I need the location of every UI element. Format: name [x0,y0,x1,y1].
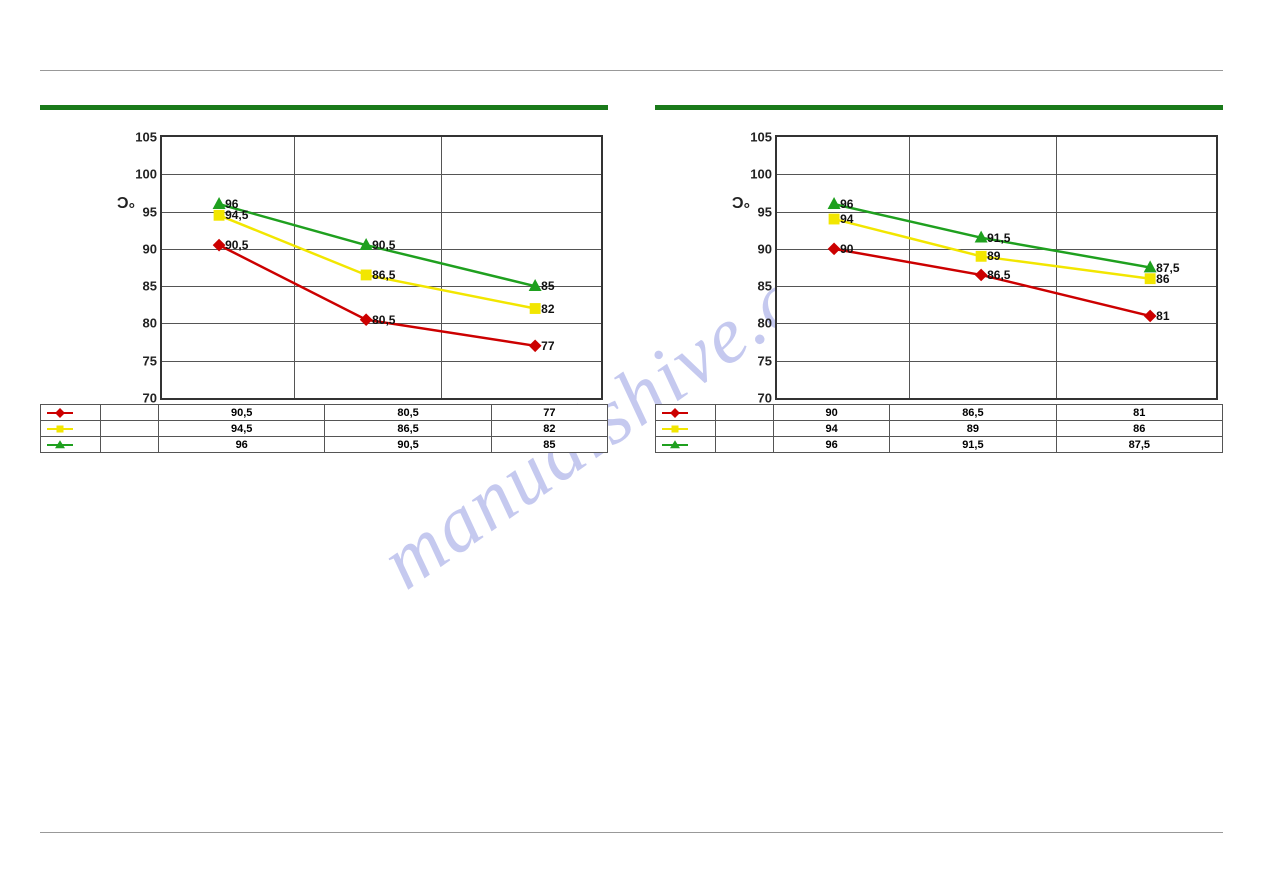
data-point-label: 80,5 [372,313,395,327]
table-cell: 94,5 [159,421,325,437]
left-column: °C 70758085909510010590,580,57794,586,58… [40,105,608,453]
chart-right: °C 7075808590951001059086,5819489869691,… [775,135,1218,400]
y-tick-label: 75 [122,353,157,368]
page-top-rule [40,70,1223,71]
table-row: 9086,581 [656,405,1223,421]
legend-line-icon [662,444,688,446]
data-table-left: 90,580,57794,586,5829690,585 [40,404,608,453]
table-cell: 94 [774,421,890,437]
table-cell: 77 [491,405,607,421]
legend-cell [656,405,716,421]
table-cell: 90,5 [325,437,491,453]
legend-line-icon [47,444,73,446]
table-cell: 80,5 [325,405,491,421]
table-row: 948986 [656,421,1223,437]
y-tick-label: 80 [737,316,772,331]
table-cell-blank [716,405,774,421]
data-table-right: 9086,5819489869691,587,5 [655,404,1223,453]
table-cell: 90 [774,405,890,421]
right-column: °C 7075808590951001059086,5819489869691,… [655,105,1223,453]
legend-cell [41,421,101,437]
y-tick-label: 95 [737,204,772,219]
table-cell-blank [716,437,774,453]
legend-line-icon [47,412,73,414]
legend-cell [41,405,101,421]
table-cell: 91,5 [890,437,1056,453]
table-cell: 96 [159,437,325,453]
table-cell: 86,5 [325,421,491,437]
y-tick-label: 85 [737,279,772,294]
y-tick-label: 90 [122,241,157,256]
y-tick-label: 70 [737,391,772,406]
y-tick-label: 105 [122,130,157,145]
data-point-label: 89 [987,249,1000,263]
y-tick-label: 75 [737,353,772,368]
y-tick-label: 95 [122,204,157,219]
data-point-label: 87,5 [1156,261,1179,275]
y-tick-label: 90 [737,241,772,256]
data-point-label: 86,5 [372,268,395,282]
data-point-label: 94 [840,212,853,226]
legend-line-icon [662,412,688,414]
y-tick-label: 100 [737,167,772,182]
legend-line-icon [47,428,73,430]
data-point-label: 96 [840,197,853,211]
data-point-label: 90,5 [225,238,248,252]
table-row: 9691,587,5 [656,437,1223,453]
green-header-bar [40,105,608,110]
y-tick-label: 85 [122,279,157,294]
table-row: 90,580,577 [41,405,608,421]
table-cell: 81 [1056,405,1222,421]
data-point-label: 96 [225,197,238,211]
table-cell: 90,5 [159,405,325,421]
y-tick-label: 105 [737,130,772,145]
y-tick-label: 70 [122,391,157,406]
table-row: 9690,585 [41,437,608,453]
data-point-label: 77 [541,339,554,353]
legend-line-icon [662,428,688,430]
data-point-label: 85 [541,279,554,293]
legend-cell [656,437,716,453]
table-cell: 82 [491,421,607,437]
chart-left: °C 70758085909510010590,580,57794,586,58… [160,135,603,400]
legend-cell [41,437,101,453]
data-point-label: 90 [840,242,853,256]
table-cell: 87,5 [1056,437,1222,453]
page-bottom-rule [40,832,1223,833]
data-point-label: 82 [541,302,554,316]
y-tick-label: 100 [122,167,157,182]
green-header-bar [655,105,1223,110]
table-cell-blank [101,437,159,453]
table-row: 94,586,582 [41,421,608,437]
table-cell: 96 [774,437,890,453]
table-cell: 86,5 [890,405,1056,421]
table-cell: 86 [1056,421,1222,437]
data-point-label: 91,5 [987,231,1010,245]
table-cell: 85 [491,437,607,453]
data-point-label: 90,5 [372,238,395,252]
table-cell-blank [101,421,159,437]
table-cell-blank [101,405,159,421]
data-point-label: 81 [1156,309,1169,323]
table-cell: 89 [890,421,1056,437]
data-point-label: 86,5 [987,268,1010,282]
table-cell-blank [716,421,774,437]
y-tick-label: 80 [122,316,157,331]
legend-cell [656,421,716,437]
